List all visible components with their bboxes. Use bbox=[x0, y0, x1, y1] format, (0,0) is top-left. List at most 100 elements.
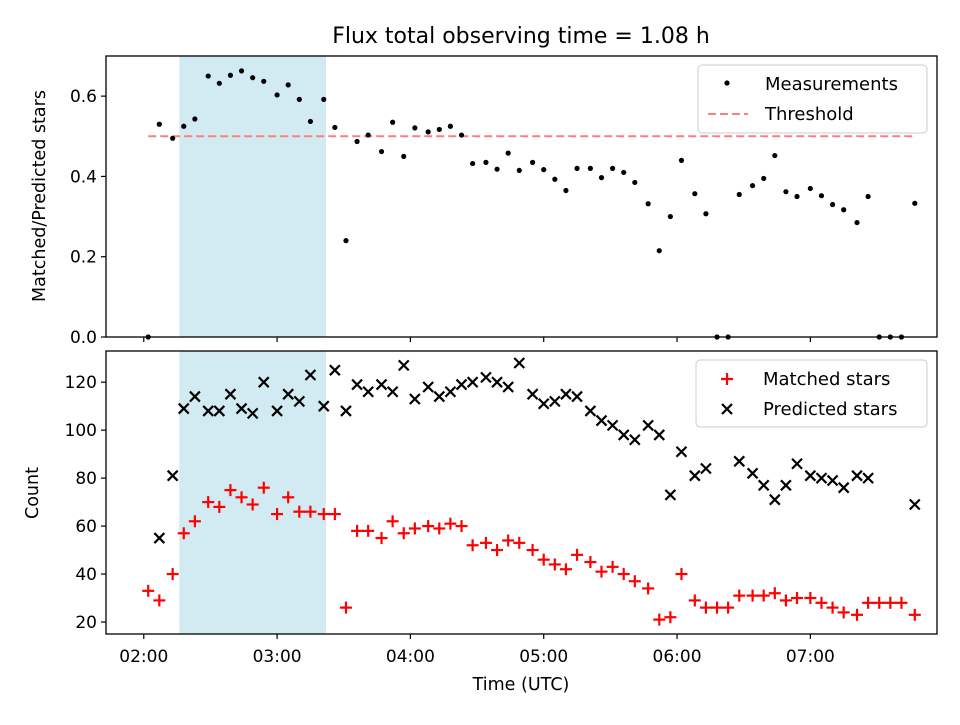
measurement-point bbox=[447, 123, 453, 129]
x-tick-label: 06:00 bbox=[653, 647, 702, 667]
matched-star-point bbox=[571, 548, 584, 561]
measurement-point bbox=[854, 219, 860, 226]
measurement-point bbox=[261, 78, 267, 84]
measurement-point bbox=[238, 68, 245, 74]
x-axis-label: Time (UTC) bbox=[472, 675, 570, 695]
measurement-point bbox=[703, 211, 709, 217]
measurement-point bbox=[436, 126, 442, 133]
matched-star-point bbox=[548, 558, 561, 571]
bottom-y-axis-label: Count bbox=[23, 467, 43, 519]
matched-star-point bbox=[595, 565, 608, 578]
bottom-panel: 20 40 60 80 100 120 02:00 03:00 04:00 05:00 06:00… bbox=[23, 350, 938, 695]
matched-star-point bbox=[246, 498, 259, 511]
predicted-star-point bbox=[629, 433, 641, 446]
predicted-star-point bbox=[444, 385, 457, 398]
measurement-point bbox=[483, 159, 489, 165]
predicted-star-point bbox=[213, 405, 226, 417]
measurement-point bbox=[761, 175, 767, 182]
matched-star-point bbox=[328, 508, 341, 521]
predicted-star-point bbox=[746, 467, 759, 480]
predicted-star-point bbox=[851, 469, 863, 482]
top-legend: Measurements Threshold bbox=[697, 64, 928, 134]
predicted-star-point bbox=[202, 405, 214, 417]
predicted-star-point bbox=[166, 469, 179, 482]
matched-star-point bbox=[339, 601, 352, 614]
predicted-star-point bbox=[224, 388, 237, 400]
matched-star-point bbox=[444, 517, 457, 530]
matched-star-point bbox=[653, 613, 666, 626]
predicted-star-point bbox=[177, 402, 190, 415]
measurement-point bbox=[645, 201, 651, 207]
bottom-y-tick-label: 120 bbox=[65, 373, 97, 393]
matched-star-point bbox=[177, 527, 190, 540]
matched-star-point bbox=[895, 596, 908, 609]
predicted-star-point bbox=[246, 407, 259, 420]
matched-star-point bbox=[664, 611, 677, 624]
predicted-star-point bbox=[804, 469, 817, 482]
x-tick-label: 02:00 bbox=[119, 647, 168, 667]
matched-star-point bbox=[224, 484, 237, 497]
measurement-point bbox=[678, 157, 685, 163]
legend-measurements-label: Measurements bbox=[765, 74, 898, 95]
predicted-star-point bbox=[606, 419, 619, 432]
matched-star-point bbox=[617, 568, 630, 581]
measurement-point bbox=[390, 119, 396, 125]
legend-threshold-label: Threshold bbox=[764, 104, 854, 125]
measurement-point bbox=[285, 82, 291, 88]
matched-star-point bbox=[688, 594, 701, 607]
matched-star-point bbox=[804, 592, 817, 605]
legend-matched-label: Matched stars bbox=[763, 369, 890, 390]
predicted-star-point bbox=[362, 385, 374, 398]
matched-star-point bbox=[826, 601, 839, 614]
measurement-point bbox=[609, 165, 616, 171]
top-x-ticks bbox=[143, 337, 811, 342]
measurement-point bbox=[574, 165, 580, 171]
matched-star-point bbox=[851, 608, 864, 621]
measurement-point bbox=[841, 207, 847, 213]
legend-predicted-label: Predicted stars bbox=[763, 399, 897, 420]
measurement-point bbox=[632, 179, 638, 186]
matched-star-point bbox=[188, 515, 201, 528]
predicted-star-point bbox=[571, 390, 583, 403]
predicted-star-point bbox=[466, 376, 479, 388]
bottom-y-tick-label: 20 bbox=[75, 613, 97, 633]
matched-star-point bbox=[479, 536, 492, 549]
measurement-point bbox=[250, 75, 256, 81]
matched-star-point bbox=[908, 608, 921, 621]
matched-star-point bbox=[502, 534, 515, 547]
matched-star-point bbox=[513, 536, 526, 549]
predicted-star-point bbox=[502, 381, 514, 393]
legend-measurements-marker bbox=[724, 80, 730, 86]
measurement-point bbox=[343, 238, 349, 244]
matched-star-point bbox=[791, 592, 804, 605]
matched-star-point bbox=[271, 508, 284, 521]
matched-star-point bbox=[386, 515, 399, 528]
predicted-star-point bbox=[257, 376, 270, 388]
predicted-star-point bbox=[549, 395, 561, 408]
predicted-star-point bbox=[526, 388, 539, 400]
matched-star-point bbox=[711, 601, 724, 614]
predicted-star-point bbox=[480, 371, 492, 384]
measurement-point bbox=[783, 189, 789, 195]
x-tick-label: 03:00 bbox=[253, 647, 302, 667]
measurement-point bbox=[667, 213, 673, 220]
predicted-star-point bbox=[317, 400, 330, 412]
measurement-point bbox=[458, 132, 465, 138]
matched-star-point bbox=[675, 568, 688, 581]
measurement-point bbox=[818, 193, 825, 199]
matched-star-point bbox=[873, 596, 886, 609]
matched-star-point bbox=[815, 596, 828, 609]
matched-star-point bbox=[757, 589, 770, 602]
measurement-point bbox=[227, 72, 234, 78]
measurement-point bbox=[865, 193, 871, 200]
bottom-y-tick-label: 60 bbox=[75, 517, 97, 537]
predicted-star-point bbox=[375, 378, 388, 391]
predicted-star-point bbox=[653, 429, 666, 441]
matched-star-point bbox=[142, 584, 155, 597]
predicted-star-point bbox=[837, 481, 850, 494]
measurement-point bbox=[156, 121, 162, 127]
measurement-point bbox=[425, 129, 431, 135]
matched-star-point bbox=[837, 606, 850, 619]
top-y-axis: 0.0 0.2 0.4 0.6 bbox=[70, 87, 106, 348]
top-y-tick-label: 0.6 bbox=[70, 87, 97, 107]
